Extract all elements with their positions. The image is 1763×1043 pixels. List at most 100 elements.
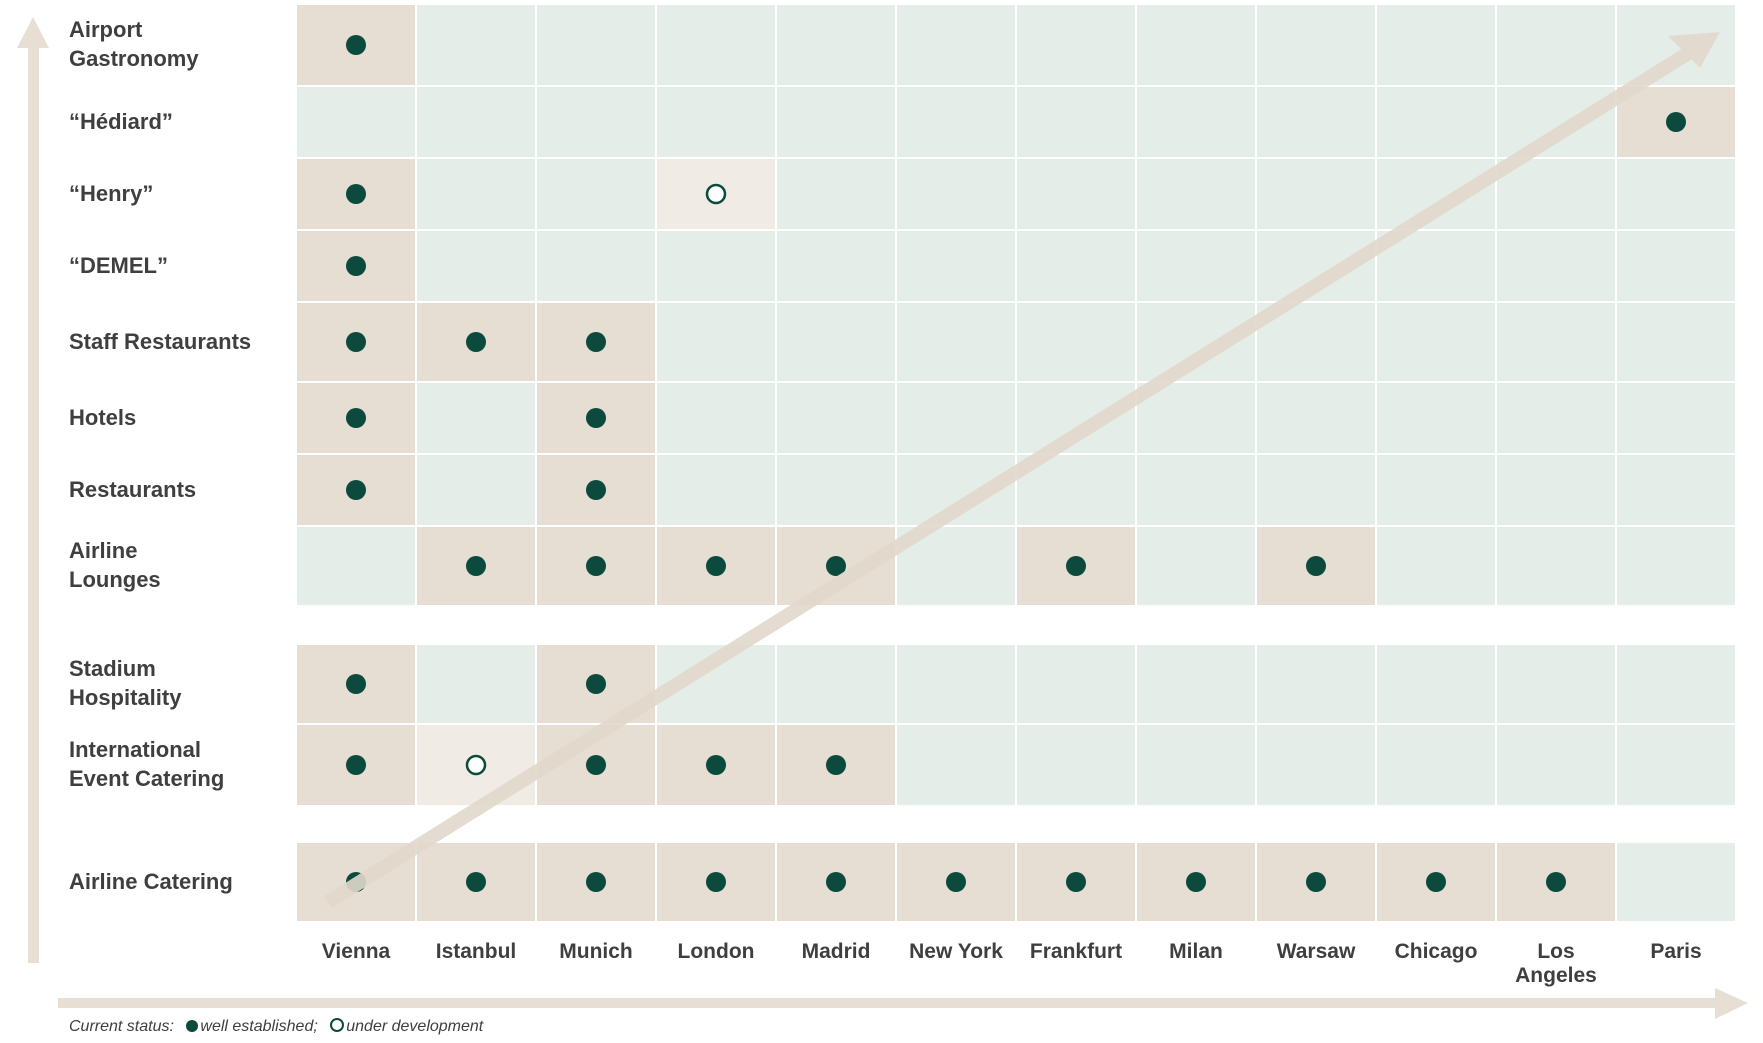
legend-development: under development (346, 1018, 484, 1035)
matrix-cell (1257, 87, 1375, 157)
matrix-cell (1377, 527, 1495, 605)
established-marker (586, 674, 606, 694)
matrix-cell (1257, 159, 1375, 229)
matrix-cell (777, 383, 895, 453)
matrix-cell (1017, 231, 1135, 301)
matrix-cell (1257, 455, 1375, 525)
matrix-cell (657, 231, 775, 301)
established-marker (466, 872, 486, 892)
established-marker (826, 755, 846, 775)
established-marker (826, 556, 846, 576)
matrix-cell (417, 645, 535, 723)
established-marker (586, 556, 606, 576)
matrix-cell (1257, 5, 1375, 85)
matrix-cell (1617, 383, 1735, 453)
row-label: Staff Restaurants (69, 328, 252, 354)
matrix-cell (1617, 725, 1735, 805)
development-marker (465, 754, 487, 776)
matrix-cell (1617, 231, 1735, 301)
column-label: London (677, 940, 755, 963)
matrix-cell (1497, 383, 1615, 453)
matrix-cell (1377, 725, 1495, 805)
matrix-cell (1377, 383, 1495, 453)
matrix-cell (777, 159, 895, 229)
established-marker (1426, 872, 1446, 892)
matrix-cell (1137, 455, 1255, 525)
matrix-cell (657, 5, 775, 85)
matrix-cell (897, 645, 1015, 723)
row-label: “Henry” (69, 180, 154, 206)
matrix-cell (1617, 645, 1735, 723)
development-marker (705, 183, 727, 205)
column-label: Munich (559, 940, 633, 963)
established-marker (466, 556, 486, 576)
row-label: Stadium Hospitality (69, 656, 182, 710)
established-marker (586, 872, 606, 892)
matrix-cell (657, 87, 775, 157)
matrix-cell (1017, 303, 1135, 381)
established-marker (346, 332, 366, 352)
matrix-cell (1017, 159, 1135, 229)
established-marker (1066, 556, 1086, 576)
matrix-cell (417, 159, 535, 229)
empty-circle-icon (330, 1018, 345, 1032)
matrix-cell (1137, 87, 1255, 157)
matrix-cell (897, 5, 1015, 85)
legend-prefix: Current status: (69, 1018, 174, 1035)
legend-established: well established; (200, 1018, 318, 1035)
matrix-cell (417, 87, 535, 157)
matrix-cell (897, 303, 1015, 381)
matrix-cell (417, 5, 535, 85)
matrix-cell (897, 383, 1015, 453)
matrix-cell (1137, 527, 1255, 605)
matrix-cell (1497, 527, 1615, 605)
matrix-cell (1257, 725, 1375, 805)
column-label: Madrid (801, 940, 871, 963)
matrix-cell (1497, 5, 1615, 85)
matrix-cell (1617, 303, 1735, 381)
matrix-cell (1377, 5, 1495, 85)
y-axis-arrow (17, 17, 49, 963)
column-label: Istanbul (435, 940, 517, 963)
row-label: International Event Catering (69, 737, 225, 791)
established-marker (346, 408, 366, 428)
matrix-cell (1617, 455, 1735, 525)
matrix-cell (537, 5, 655, 85)
matrix-cell (1617, 159, 1735, 229)
matrix-cell (1497, 159, 1615, 229)
established-marker (586, 332, 606, 352)
matrix-cell (777, 455, 895, 525)
column-label: New York (909, 940, 1003, 963)
matrix-cell (1497, 645, 1615, 723)
row-label: Airline Lounges (69, 538, 161, 592)
matrix-cell (1137, 725, 1255, 805)
matrix-cell (1377, 455, 1495, 525)
established-marker (946, 872, 966, 892)
matrix-markers (346, 35, 1686, 892)
growth-trend-arrow (324, 32, 1720, 908)
matrix-cell (1137, 231, 1255, 301)
row-label: Hotels (69, 404, 137, 430)
row-label: “Hédiard” (69, 108, 173, 134)
column-label: Chicago (1394, 940, 1478, 963)
established-marker (586, 755, 606, 775)
matrix-cell (1017, 645, 1135, 723)
matrix-cell (657, 455, 775, 525)
matrix-cell (1377, 87, 1495, 157)
column-label: Warsaw (1276, 940, 1356, 963)
matrix-cell (777, 303, 895, 381)
matrix-cell (297, 87, 415, 157)
established-marker (586, 480, 606, 500)
legend: Current status: well established; under … (69, 1018, 483, 1036)
matrix-cell (1257, 645, 1375, 723)
matrix-cell (1617, 5, 1735, 85)
column-label: Milan (1169, 940, 1223, 963)
established-marker (466, 332, 486, 352)
row-label: “DEMEL” (69, 252, 168, 278)
established-marker (346, 755, 366, 775)
column-label: Los Angeles (1515, 940, 1597, 987)
matrix-cell (1137, 383, 1255, 453)
established-marker (1186, 872, 1206, 892)
column-label: Frankfurt (1029, 940, 1123, 963)
